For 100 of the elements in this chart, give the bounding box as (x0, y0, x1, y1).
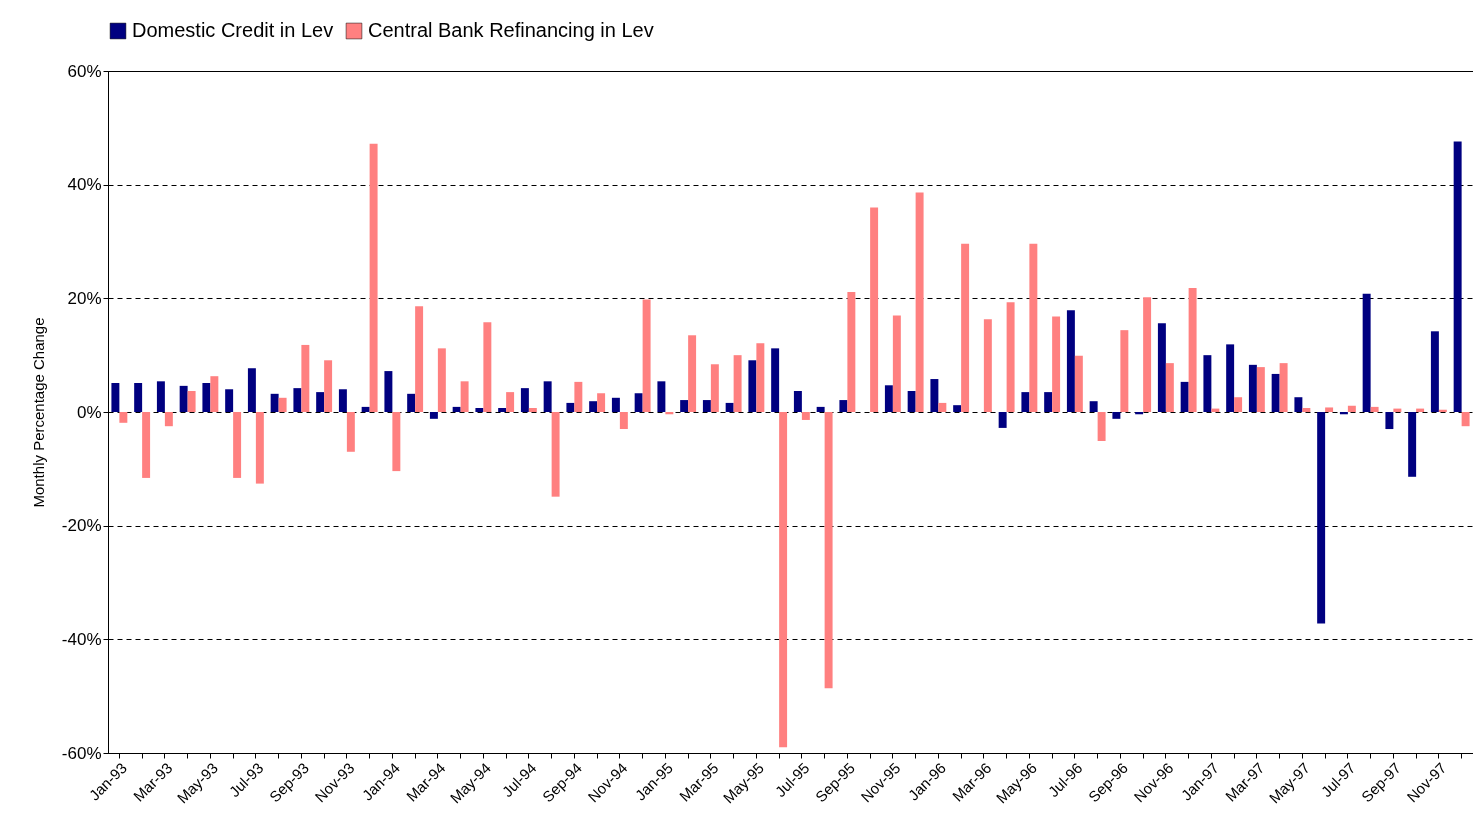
bar (1271, 373, 1280, 412)
bar (611, 397, 620, 412)
bar (597, 393, 606, 412)
bar (506, 392, 515, 412)
bar (301, 344, 310, 412)
bar (816, 406, 825, 412)
bar (187, 390, 196, 412)
bar (233, 412, 242, 478)
bar (452, 406, 461, 412)
bar (930, 379, 939, 412)
bar (1362, 293, 1371, 412)
bar (369, 143, 378, 412)
bar (324, 360, 333, 412)
legend-label: Domestic Credit in Lev (132, 19, 334, 41)
bar (1029, 243, 1038, 412)
bar (384, 371, 393, 412)
bar (1112, 412, 1121, 419)
legend-label: Central Bank Refinancing in Lev (368, 19, 654, 41)
bar (634, 393, 643, 412)
bar (1453, 141, 1462, 412)
bar (498, 408, 507, 412)
bar (202, 383, 211, 412)
bar (1143, 297, 1152, 412)
bar (870, 207, 879, 412)
bar (1097, 412, 1106, 441)
bar (429, 412, 438, 419)
bar (779, 412, 788, 748)
bar (1256, 367, 1265, 412)
bar (278, 397, 287, 412)
bar (657, 381, 666, 412)
y-tick-label: 0% (76, 402, 102, 422)
bar (1408, 412, 1417, 477)
bar (1089, 401, 1098, 412)
bar (824, 412, 833, 689)
bar (475, 408, 484, 412)
bar (1430, 331, 1439, 412)
bar (346, 412, 355, 452)
bar (574, 381, 583, 412)
bar (1347, 405, 1356, 412)
bar (733, 355, 742, 412)
bar (619, 412, 628, 430)
y-tick-label: 60% (67, 61, 102, 81)
bar (771, 348, 780, 412)
bar (247, 368, 256, 412)
bar (520, 388, 529, 412)
bar (1165, 363, 1174, 412)
bar (884, 385, 893, 412)
bar (338, 389, 347, 412)
y-tick-label: -40% (61, 629, 102, 649)
bar (892, 315, 901, 412)
bar (1461, 412, 1470, 427)
bar (111, 383, 120, 412)
bar (361, 406, 370, 412)
bar (293, 388, 302, 412)
bar (1006, 302, 1015, 412)
bar (1021, 392, 1030, 412)
bar (1279, 363, 1288, 412)
bar (748, 360, 757, 412)
bar (392, 412, 401, 472)
bar (1234, 397, 1243, 412)
bar (998, 412, 1007, 428)
bar (483, 322, 492, 412)
bar (938, 402, 947, 412)
bar (642, 299, 651, 412)
bar (210, 376, 219, 412)
bar (961, 243, 970, 412)
bar (1325, 407, 1334, 412)
bar (680, 400, 689, 412)
bar (1203, 355, 1212, 412)
bar (1294, 397, 1303, 412)
bar (142, 412, 151, 478)
bar (528, 408, 537, 412)
bar (1180, 381, 1189, 412)
bar (1226, 344, 1235, 412)
bar (1044, 392, 1053, 412)
bar (566, 402, 575, 412)
bar (847, 292, 856, 412)
bar (710, 364, 719, 412)
bar (407, 393, 416, 412)
y-axis-title: Monthly Percentage Change (29, 317, 47, 508)
bar (1248, 364, 1257, 412)
bar (589, 401, 598, 412)
bar (801, 412, 810, 420)
bar (270, 393, 279, 412)
bar (164, 412, 173, 427)
bar (1052, 316, 1061, 412)
bar (725, 402, 734, 412)
bar (983, 319, 992, 412)
bar (134, 383, 143, 412)
y-tick-label: 40% (67, 175, 102, 195)
bar (756, 343, 765, 412)
bar (1074, 355, 1083, 412)
y-tick-label: -20% (61, 516, 102, 536)
bar (793, 390, 802, 412)
bar (551, 412, 560, 497)
bar (688, 335, 697, 412)
bar (415, 306, 424, 412)
bar (1120, 330, 1129, 412)
bar (1385, 412, 1394, 430)
bar (543, 381, 552, 412)
